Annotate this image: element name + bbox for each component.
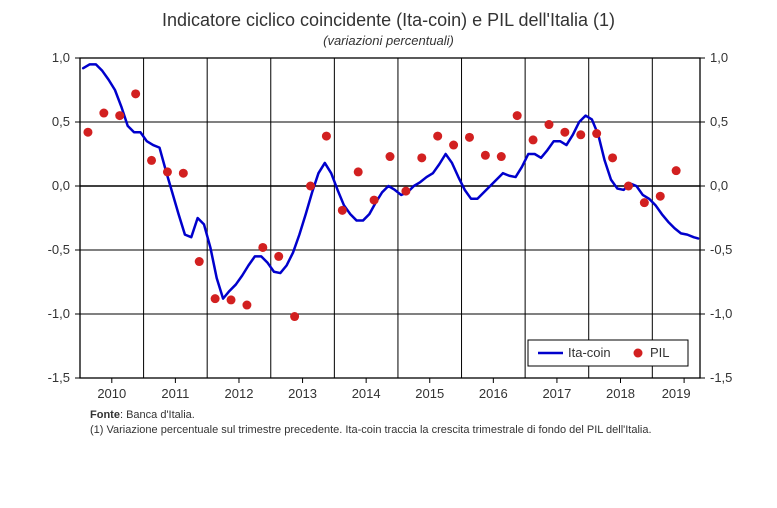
svg-text:2018: 2018 [606, 386, 635, 401]
svg-text:0,5: 0,5 [52, 114, 70, 129]
svg-text:1,0: 1,0 [52, 50, 70, 65]
chart-footnote: Fonte: Banca d'Italia. (1) Variazione pe… [90, 408, 737, 438]
svg-text:2017: 2017 [542, 386, 571, 401]
svg-text:2016: 2016 [479, 386, 508, 401]
source-label: Fonte [90, 409, 120, 421]
svg-text:Ita-coin: Ita-coin [568, 345, 611, 360]
svg-text:2012: 2012 [225, 386, 254, 401]
svg-text:PIL: PIL [650, 345, 670, 360]
svg-text:2019: 2019 [662, 386, 691, 401]
svg-text:-0,5: -0,5 [710, 242, 732, 257]
chart-title: Indicatore ciclico coincidente (Ita-coin… [0, 10, 777, 31]
chart-svg: -1,5 -1,5 -1,0 -1,0 -0,5 -0,5 0,0 0,0 0,5 0,5 1,0 1… [0, 48, 760, 408]
svg-text:-1,0: -1,0 [48, 306, 70, 321]
svg-text:1,0: 1,0 [710, 50, 728, 65]
svg-text:0,0: 0,0 [710, 178, 728, 193]
svg-text:2011: 2011 [161, 386, 189, 401]
svg-text:2015: 2015 [415, 386, 444, 401]
svg-text:2014: 2014 [352, 386, 381, 401]
svg-text:2010: 2010 [97, 386, 126, 401]
svg-text:2013: 2013 [288, 386, 317, 401]
svg-text:-0,5: -0,5 [48, 242, 70, 257]
chart-area: -1,5 -1,5 -1,0 -1,0 -0,5 -0,5 0,0 0,0 0,5 0,5 1,0 1… [0, 48, 777, 408]
svg-text:-1,0: -1,0 [710, 306, 732, 321]
svg-text:0,5: 0,5 [710, 114, 728, 129]
footnote-text: (1) Variazione percentuale sul trimestre… [90, 424, 652, 436]
svg-text:0,0: 0,0 [52, 178, 70, 193]
source-value: Banca d'Italia. [126, 409, 195, 421]
chart-subtitle: (variazioni percentuali) [0, 33, 777, 48]
svg-text:-1,5: -1,5 [710, 370, 732, 385]
svg-text:-1,5: -1,5 [48, 370, 70, 385]
